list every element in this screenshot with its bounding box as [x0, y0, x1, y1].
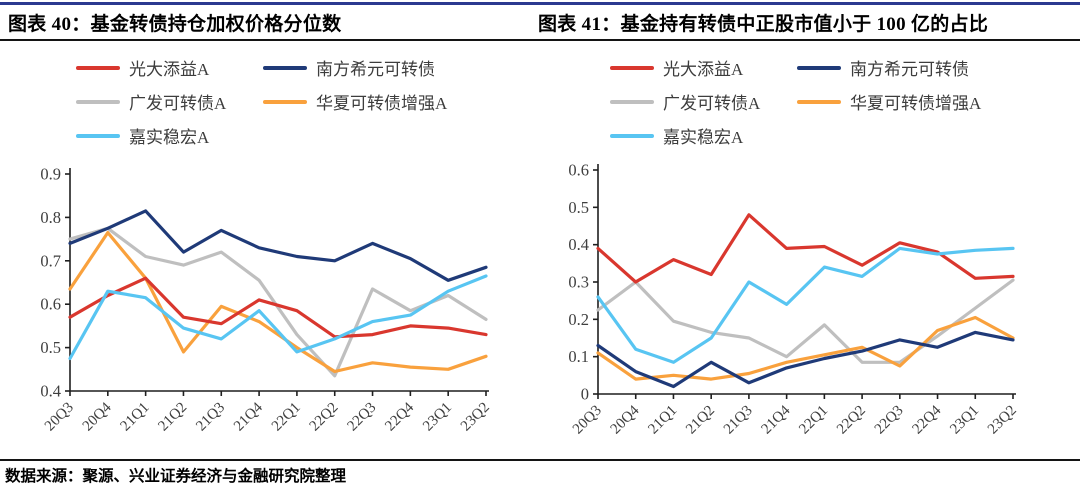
y-tick-label: 0.4	[40, 382, 61, 401]
series-line-2	[596, 278, 1015, 364]
legend-item: 嘉实稳宏A	[76, 125, 263, 147]
legend-label: 光大添益A	[663, 60, 744, 79]
legend-swatch-icon	[610, 99, 654, 104]
y-tick-label: 0.8	[40, 208, 61, 227]
y-tick-label: 0.6	[568, 161, 589, 180]
y-tick-label: 0.9	[40, 165, 61, 184]
series-line-4	[596, 246, 1015, 364]
legend-item: 光大添益A	[76, 57, 263, 79]
x-tick-label: 22Q3	[344, 400, 379, 435]
y-tick-label: 0.5	[40, 338, 61, 357]
legend-item: 广发可转债A	[76, 91, 263, 113]
series-line-3	[68, 230, 488, 374]
x-tick-label: 22Q4	[382, 399, 417, 434]
y-tick-label: 0.6	[40, 295, 61, 314]
x-tick-label: 21Q2	[155, 400, 190, 435]
series-line-0	[596, 213, 1015, 284]
x-tick-label: 21Q2	[683, 403, 718, 438]
legend-swatch-icon	[76, 99, 120, 104]
legend-swatch-icon	[610, 65, 654, 70]
top-accent-border	[0, 2, 1080, 5]
data-source-note: 数据来源：聚源、兴业证券经济与金融研究院整理	[5, 468, 347, 485]
x-tick-label: 22Q2	[307, 400, 342, 435]
x-tick-label: 23Q1	[947, 403, 982, 438]
legend-item: 南方希元可转债	[797, 57, 997, 79]
y-tick-label: 0.3	[568, 273, 589, 292]
series-line-0	[68, 276, 488, 339]
legend-swatch-icon	[263, 65, 307, 70]
y-tick-label: 0.2	[568, 310, 589, 329]
x-tick-label: 22Q4	[909, 402, 944, 437]
x-tick-label: 21Q1	[118, 400, 153, 435]
x-tick-label: 22Q1	[269, 400, 304, 435]
legend-swatch-icon	[76, 65, 120, 70]
series-line-1	[596, 330, 1015, 389]
figure-40-title: 图表 40：基金转债持仓加权价格分位数	[8, 14, 342, 35]
x-tick-label: 23Q1	[420, 400, 455, 435]
legend-label: 南方希元可转债	[850, 60, 969, 79]
legend-label: 华夏可转债增强A	[316, 94, 448, 113]
y-tick-label: 0.1	[568, 347, 589, 366]
legend-label: 华夏可转债增强A	[850, 94, 982, 113]
x-tick-label: 21Q3	[721, 403, 756, 438]
legend-item: 广发可转债A	[610, 91, 797, 113]
figure-41-title: 图表 41：基金持有转债中正股市值小于 100 亿的占比	[538, 14, 989, 35]
x-tick-label: 22Q2	[834, 403, 869, 438]
x-tick-label: 23Q2	[985, 403, 1020, 438]
y-tick-label: 0	[581, 385, 589, 404]
y-tick-label: 0.5	[568, 198, 589, 217]
x-tick-label: 21Q4	[231, 399, 266, 434]
legend-item: 南方希元可转债	[263, 57, 463, 79]
x-tick-label: 20Q4	[608, 402, 643, 437]
series-line-2	[68, 226, 488, 378]
footer-divider	[0, 459, 1080, 461]
series-line-1	[68, 209, 488, 282]
legend-label: 光大添益A	[129, 60, 210, 79]
x-tick-label: 20Q4	[80, 399, 115, 434]
chart-41-legend: 光大添益A 南方希元可转债广发可转债A 华夏可转债增强A 嘉实稳宏A	[610, 57, 997, 147]
x-tick-label: 20Q3	[42, 400, 77, 435]
legend-swatch-icon	[610, 133, 654, 138]
chart-40-legend: 光大添益A 南方希元可转债广发可转债A 华夏可转债增强A 嘉实稳宏A	[76, 57, 463, 147]
series-line-3	[596, 315, 1015, 381]
legend-item: 嘉实稳宏A	[610, 125, 797, 147]
x-tick-label: 21Q4	[759, 402, 794, 437]
x-tick-label: 22Q3	[872, 403, 907, 438]
x-tick-label: 22Q1	[796, 403, 831, 438]
legend-label: 嘉实稳宏A	[129, 128, 210, 147]
legend-label: 广发可转债A	[663, 94, 761, 113]
legend-swatch-icon	[797, 99, 841, 104]
x-tick-label: 20Q3	[570, 403, 605, 438]
legend-item: 光大添益A	[610, 57, 797, 79]
legend-label: 广发可转债A	[129, 94, 227, 113]
y-tick-label: 0.4	[568, 235, 589, 254]
x-tick-label: 23Q2	[458, 400, 493, 435]
legend-item: 华夏可转债增强A	[263, 91, 463, 113]
x-tick-label: 21Q3	[193, 400, 228, 435]
title-underline	[0, 39, 1080, 41]
legend-label: 嘉实稳宏A	[663, 128, 744, 147]
legend-swatch-icon	[263, 99, 307, 104]
legend-label: 南方希元可转债	[316, 60, 435, 79]
legend-swatch-icon	[76, 133, 120, 138]
series-line-4	[68, 274, 488, 361]
x-tick-label: 21Q1	[645, 403, 680, 438]
legend-item: 华夏可转债增强A	[797, 91, 997, 113]
legend-swatch-icon	[797, 65, 841, 70]
y-tick-label: 0.7	[40, 251, 61, 270]
